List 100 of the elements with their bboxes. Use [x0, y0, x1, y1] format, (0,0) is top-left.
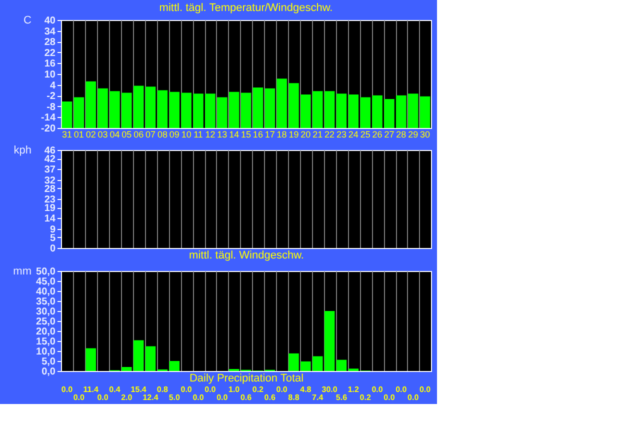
data-label: 0.0 — [73, 393, 86, 402]
data-label: 0.0 — [419, 385, 432, 394]
y-tick-label: -14 — [41, 112, 56, 124]
data-label: 15.4 — [130, 385, 147, 394]
x-tick-label: 21 — [312, 130, 323, 140]
x-tick-label: 25 — [360, 130, 370, 140]
x-tick-label: 04 — [110, 130, 120, 140]
data-label: 0.0 — [204, 385, 216, 394]
data-label: 0.2 — [360, 393, 372, 402]
bar — [169, 361, 180, 371]
y-tick-label: 10,0 — [36, 346, 56, 358]
y-tick-label: 45,0 — [36, 276, 56, 288]
data-label: 0.0 — [180, 385, 192, 394]
data-label: 0.0 — [192, 393, 204, 402]
y-tick-label: -20 — [41, 124, 56, 134]
text: mittl. tägl. Windgeschw. — [189, 250, 304, 262]
y-tick-label: 30,0 — [36, 306, 56, 318]
x-tick-label: 27 — [384, 130, 394, 140]
y-tick-label: 16 — [44, 58, 56, 70]
x-tick-label: 15 — [240, 130, 252, 140]
data-label: 0.0 — [276, 385, 288, 394]
y-tick-label: 40 — [44, 16, 56, 26]
y-tick-label: 32 — [44, 175, 56, 186]
y-tick-label: 42 — [44, 154, 56, 166]
data-label: 4.8 — [300, 385, 312, 394]
data-label: 11.4 — [83, 385, 99, 394]
x-tick-label: 18 — [276, 130, 287, 140]
data-label: 5.0 — [168, 393, 180, 402]
y-axis-title: C — [24, 14, 32, 26]
y-tick-label: 4 — [50, 80, 56, 92]
bar — [324, 311, 335, 371]
x-tick-label: 06 — [134, 130, 144, 140]
bar — [240, 92, 252, 128]
x-tick-label: 05 — [122, 130, 132, 140]
x-tick-label: 11 — [194, 130, 203, 140]
x-tick-label: 29 — [408, 130, 418, 140]
x-tick-label: 19 — [288, 130, 299, 140]
data-label: 0.0 — [396, 385, 408, 394]
x-tick-label: 12 — [205, 130, 216, 140]
x-tick-label: 09 — [169, 130, 180, 140]
bar — [336, 360, 347, 371]
x-tick-label: 03 — [98, 130, 108, 140]
data-label: 30.0 — [322, 385, 338, 394]
text: Daily Precipitation Total — [189, 372, 304, 384]
data-label: 5.6 — [336, 393, 348, 402]
data-label: 0.0 — [384, 393, 396, 402]
y-tick-label: 46 — [44, 146, 56, 156]
y-tick-label: 28 — [44, 37, 56, 48]
y-tick-label: 0,0 — [42, 366, 56, 378]
y-tick-label: -8 — [46, 102, 56, 113]
x-tick-label: 02 — [86, 130, 96, 140]
y-axis-title: mm — [13, 266, 32, 278]
x-tick-label: 07 — [146, 130, 156, 140]
data-label: 0.6 — [240, 393, 252, 402]
x-tick-label: 30 — [420, 130, 430, 140]
x-tick-label: 10 — [181, 130, 192, 140]
x-tick-label: 14 — [229, 130, 240, 140]
data-label: 0.0 — [372, 385, 384, 394]
x-tick-label: 26 — [372, 130, 382, 140]
x-tick-label: 16 — [252, 130, 263, 140]
data-label: 0.6 — [264, 393, 276, 402]
data-label: 0.2 — [252, 385, 264, 394]
data-label: 12.4 — [142, 393, 159, 402]
y-tick-label: 20,0 — [36, 326, 56, 338]
data-label: 0.0 — [97, 393, 109, 402]
y-tick-label: -2 — [46, 91, 56, 102]
x-tick-label: 01 — [74, 130, 84, 140]
data-label: 1.0 — [228, 385, 240, 394]
chart-title: mittl. tägl. Temperatur/Windgeschw. — [159, 2, 333, 14]
y-tick-label: 40,0 — [36, 286, 56, 298]
x-tick-label: 20 — [300, 130, 311, 140]
y-tick-label: 9 — [50, 224, 56, 236]
x-tick-label: 23 — [336, 130, 346, 140]
x-tick-label: 13 — [217, 130, 228, 140]
bar — [336, 94, 347, 128]
data-label: 1.2 — [348, 385, 360, 394]
x-tick-label: 24 — [348, 130, 358, 140]
y-tick-label: 50,0 — [36, 266, 56, 278]
bar — [157, 90, 168, 128]
x-tick-label: 31 — [62, 130, 72, 140]
bar — [86, 348, 96, 371]
x-tick-label: 28 — [396, 130, 406, 140]
x-tick-label: 22 — [324, 130, 335, 140]
y-tick-label: 25,0 — [36, 316, 56, 328]
y-tick-label: 5 — [50, 232, 56, 244]
y-tick-label: 15,0 — [36, 336, 56, 348]
data-label: 0.0 — [216, 393, 228, 402]
y-tick-label: 14 — [44, 214, 56, 225]
y-tick-label: 34 — [44, 26, 56, 38]
bar — [62, 102, 72, 128]
bar — [420, 96, 430, 128]
y-tick-label: 35,0 — [36, 296, 56, 308]
x-tick-label: 17 — [264, 130, 275, 140]
y-axis-title: kph — [14, 144, 32, 156]
data-label: 0.0 — [61, 385, 74, 394]
data-label: 8.8 — [288, 393, 300, 402]
data-label: 2.0 — [121, 393, 133, 402]
data-label: 0.8 — [156, 385, 169, 394]
bar — [145, 86, 156, 128]
y-tick-label: 10 — [44, 70, 56, 80]
